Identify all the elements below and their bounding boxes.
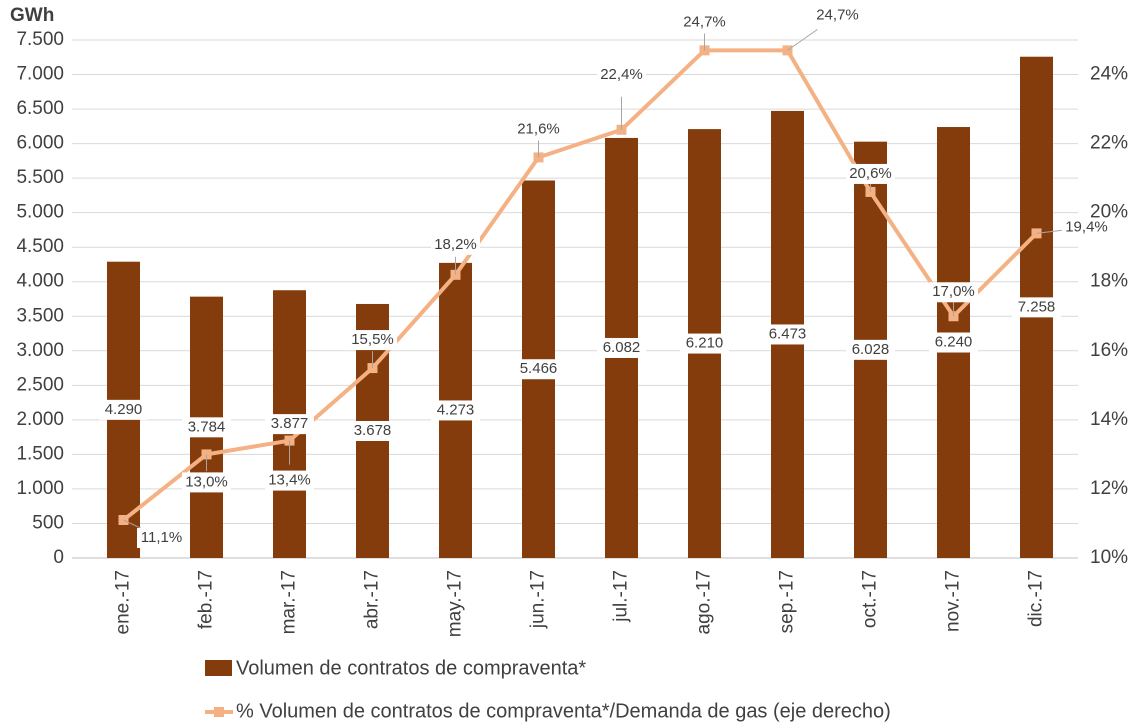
y-tick-label: 3.000: [16, 340, 64, 361]
y-tick-label: 5.500: [16, 167, 64, 188]
x-tick-label: ago.-17: [694, 570, 715, 634]
data-label-bg: [514, 119, 563, 140]
data-label: 21,6%: [517, 120, 560, 137]
x-tick-label: jun.-17: [528, 570, 549, 629]
x-tick-label: ene.-17: [113, 570, 134, 634]
y2-tick-label: 12%: [1090, 478, 1128, 499]
x-tick-label: may.-17: [445, 570, 466, 637]
y-tick-label: 4.000: [16, 271, 64, 292]
y-tick-label: 1.000: [16, 478, 64, 499]
data-label-bg: [182, 417, 231, 438]
labels: 4.290 3.784 3.877 3.678 4.273 5.466 6.082 6.210…: [99, 5, 1111, 549]
y2-tick-label: 22%: [1090, 133, 1128, 154]
x-tick-label: feb.-17: [196, 570, 217, 629]
data-label-bg: [597, 337, 646, 358]
data-label-bg: [348, 330, 397, 351]
data-label: 4.290: [105, 401, 143, 418]
y-tick-label: 3.500: [16, 305, 64, 326]
y-tick-label: 7.000: [16, 64, 64, 85]
y-tick-label: 2.000: [16, 409, 64, 430]
data-label-bg: [514, 359, 563, 380]
data-label-bg: [846, 163, 895, 184]
data-label-bg: [763, 324, 812, 345]
data-label: 15,5%: [351, 331, 394, 348]
y2-tick-label: 10%: [1090, 547, 1128, 568]
data-label: 3.678: [354, 422, 392, 439]
data-label: 7.258: [1018, 298, 1056, 315]
legend-label: Volumen de contratos de compraventa*: [236, 657, 586, 679]
data-label: 6.473: [769, 325, 807, 342]
data-label-bg: [929, 282, 978, 303]
x-tick-label: sep.-17: [777, 570, 798, 633]
data-label-bg: [813, 5, 862, 26]
y2-tick-label: 16%: [1090, 340, 1128, 361]
y2-tick-label: 18%: [1090, 271, 1128, 292]
data-label-bg: [846, 339, 895, 360]
data-label-bg: [1062, 217, 1111, 238]
y2-tick-label: 14%: [1090, 409, 1128, 430]
data-label: 18,2%: [434, 236, 477, 253]
x-tick-label: mar.-17: [279, 570, 300, 634]
y-tick-label: 1.500: [16, 443, 64, 464]
data-label: 17,0%: [932, 283, 975, 300]
data-label: 5.466: [520, 360, 558, 377]
data-label: 19,4%: [1065, 218, 1108, 235]
data-label: 13,0%: [185, 473, 228, 490]
y-tick-label: 6.500: [16, 98, 64, 119]
x-tick-label: jul.-17: [611, 570, 632, 623]
data-label: 6.210: [686, 335, 724, 352]
data-label: 3.877: [271, 415, 309, 432]
data-label: 13,4%: [268, 472, 311, 489]
data-label-bg: [431, 400, 480, 421]
y-tick-label: 2.500: [16, 374, 64, 395]
y-axis-label: GWh: [10, 5, 54, 26]
y-tick-label: 0: [53, 547, 64, 568]
y2-tick-label: 24%: [1090, 64, 1128, 85]
data-label-bg: [431, 234, 480, 255]
x-tick-label: dic.-17: [1026, 570, 1047, 627]
data-label: 6.028: [852, 341, 890, 358]
y-tick-label: 6.000: [16, 133, 64, 154]
y-tick-label: 7.500: [16, 29, 64, 50]
data-label-bg: [680, 12, 729, 33]
line: [122, 48, 1038, 522]
data-label-bg: [99, 399, 148, 420]
data-label: 24,7%: [683, 13, 726, 30]
data-label: 6.082: [603, 339, 641, 356]
data-label: 20,6%: [849, 165, 892, 182]
legend-label: % Volumen de contratos de compraventa*/D…: [236, 700, 891, 722]
data-label: 4.273: [437, 401, 475, 418]
y-tick-label: 4.500: [16, 236, 64, 257]
label-leader: [1036, 229, 1067, 234]
x-tick-label: nov.-17: [943, 570, 964, 632]
data-label: 24,7%: [816, 6, 859, 23]
data-label: 11,1%: [141, 529, 182, 546]
data-label: 6.240: [935, 333, 973, 350]
label-leader: [787, 28, 818, 51]
legend-swatch: [205, 660, 232, 676]
data-label-bg: [182, 472, 231, 493]
data-label: 22,4%: [600, 66, 643, 83]
data-label-bg: [137, 528, 186, 549]
data-label-bg: [1012, 297, 1061, 318]
data-label: 3.784: [188, 418, 226, 435]
legend-swatch: [214, 707, 224, 717]
bars: [107, 56, 1053, 559]
data-label-bg: [929, 332, 978, 353]
y-tick-label: 5.000: [16, 202, 64, 223]
data-label-bg: [265, 470, 314, 491]
data-label-bg: [597, 64, 646, 85]
data-label-bg: [348, 420, 397, 441]
line-series: [118, 45, 1042, 526]
data-label-bg: [265, 414, 314, 435]
x-tick-label: oct.-17: [860, 570, 881, 628]
x-tick-label: abr.-17: [362, 570, 383, 629]
y-tick-label: 500: [32, 512, 64, 533]
data-label-bg: [680, 333, 729, 354]
